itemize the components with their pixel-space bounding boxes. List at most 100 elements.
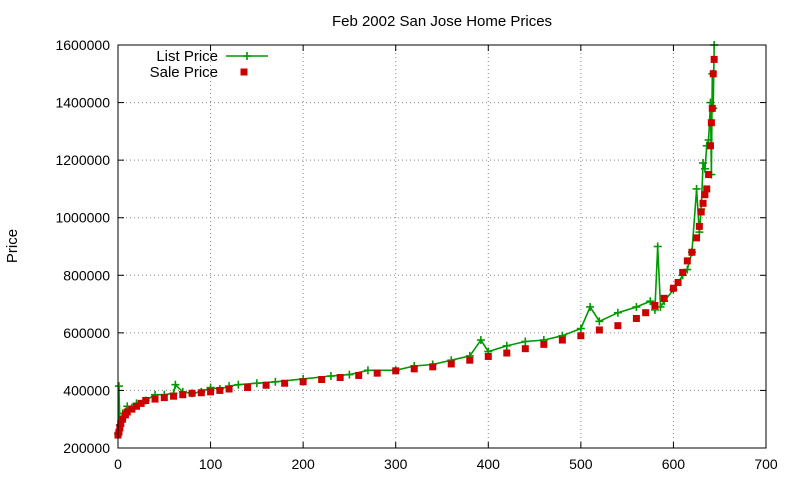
sale-price-point xyxy=(151,395,159,403)
sale-price-point xyxy=(707,119,715,127)
list-price-point xyxy=(252,379,261,388)
y-tick-label: 600000 xyxy=(63,325,110,341)
sale-price-point xyxy=(429,363,437,371)
sale-price-point xyxy=(669,284,677,292)
sale-price-point xyxy=(207,388,215,396)
sale-price-point xyxy=(642,309,650,317)
list-price-point xyxy=(699,159,708,168)
legend-swatch-sale-price xyxy=(240,68,248,76)
sale-price-point xyxy=(703,185,711,193)
legend: List Price Sale Price xyxy=(150,48,268,81)
y-tick-label: 1600000 xyxy=(55,37,110,53)
list-price-point xyxy=(345,370,354,379)
sale-price-point xyxy=(336,373,344,381)
sale-price-point xyxy=(660,294,668,302)
y-tick-label: 200000 xyxy=(63,440,110,456)
sale-price-point xyxy=(373,369,381,377)
sale-price-point xyxy=(558,336,566,344)
x-tick-label: 600 xyxy=(662,456,686,472)
y-tick-label: 1200000 xyxy=(55,152,110,168)
sale-price-point xyxy=(299,378,307,386)
sale-price-point xyxy=(688,248,696,256)
sale-price-point xyxy=(577,332,585,340)
list-price-point xyxy=(171,380,180,389)
sale-price-point xyxy=(447,360,455,368)
sale-price-point xyxy=(216,386,224,394)
x-tick-label: 400 xyxy=(477,456,501,472)
list-price-point xyxy=(476,336,485,345)
sale-price-point xyxy=(632,314,640,322)
sale-price-point xyxy=(710,55,718,63)
sale-price-point xyxy=(614,322,622,330)
legend-marker-plus xyxy=(243,52,251,60)
sale-price-point xyxy=(683,257,691,265)
sale-price-point xyxy=(540,340,548,348)
sale-price-point xyxy=(484,352,492,360)
sale-price-point xyxy=(708,104,716,112)
list-price-point xyxy=(326,372,335,381)
sale-price-point xyxy=(197,389,205,397)
sale-price-point xyxy=(170,392,178,400)
list-price-point xyxy=(653,242,662,251)
chart-title: Feb 2002 San Jose Home Prices xyxy=(332,13,552,30)
y-tick-label: 800000 xyxy=(63,267,110,283)
sale-price-point xyxy=(651,302,659,310)
axis-ticks: 0 100 200 300 400 500 600 700 200000 400000 600000… xyxy=(55,37,777,472)
x-tick-label: 100 xyxy=(199,456,223,472)
sale-price-point xyxy=(705,171,713,179)
sale-price-point xyxy=(179,391,187,399)
sale-price-point xyxy=(503,349,511,357)
grid-lines xyxy=(118,45,766,448)
list-price-point xyxy=(692,184,701,193)
sale-price-point xyxy=(188,389,196,397)
x-tick-label: 700 xyxy=(754,456,778,472)
sale-price-point xyxy=(697,208,705,216)
list-price-point xyxy=(700,164,709,173)
sale-price-point xyxy=(679,268,687,276)
sale-price-point xyxy=(123,408,131,416)
sale-price-point xyxy=(521,345,529,353)
y-tick-label: 400000 xyxy=(63,382,110,398)
x-tick-label: 200 xyxy=(291,456,315,472)
list-price-line xyxy=(117,44,715,434)
sale-price-point xyxy=(119,415,127,423)
series-sale-price xyxy=(114,55,718,439)
plot-frame xyxy=(117,44,767,449)
sale-price-point xyxy=(355,371,363,379)
sale-price-point xyxy=(701,191,709,199)
sale-price-point xyxy=(115,428,123,436)
series-list-price xyxy=(114,41,719,438)
sale-price-point xyxy=(244,384,252,392)
list-price-point xyxy=(502,341,511,350)
sale-price-point xyxy=(262,381,270,389)
sale-price-point xyxy=(695,222,703,230)
sale-price-point xyxy=(709,70,717,78)
sale-price-point xyxy=(466,356,474,364)
sale-price-point xyxy=(318,375,326,383)
sale-price-point xyxy=(160,394,168,402)
y-tick-label: 1000000 xyxy=(55,210,110,226)
sale-price-point xyxy=(142,397,150,405)
list-price-point xyxy=(521,337,530,346)
sale-price-point xyxy=(128,405,136,413)
y-axis-label: Price xyxy=(4,229,21,263)
legend-label-list-price: List Price xyxy=(156,48,218,65)
sale-price-point xyxy=(699,199,707,207)
list-price-point xyxy=(576,324,585,333)
list-price-point xyxy=(613,308,622,317)
list-price-point xyxy=(271,377,280,386)
sale-price-point xyxy=(116,424,124,432)
x-tick-label: 500 xyxy=(569,456,593,472)
sale-price-point xyxy=(410,365,418,373)
list-price-point xyxy=(632,302,641,311)
sale-price-point xyxy=(225,385,233,393)
sale-price-point xyxy=(281,379,289,387)
sale-price-point xyxy=(706,142,714,150)
legend-label-sale-price: Sale Price xyxy=(150,64,218,81)
y-tick-label: 1400000 xyxy=(55,95,110,111)
list-price-point xyxy=(586,302,595,311)
list-price-point xyxy=(595,317,604,326)
x-tick-label: 300 xyxy=(384,456,408,472)
sale-price-point xyxy=(117,420,125,428)
sale-price-point xyxy=(392,367,400,375)
